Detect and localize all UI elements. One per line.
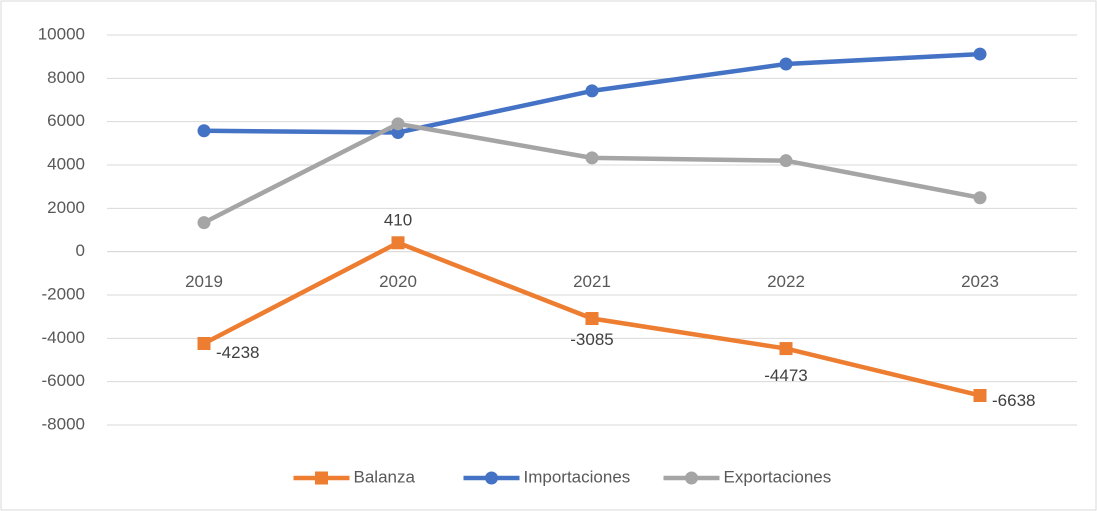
x-tick-label: 2021 [573, 272, 611, 291]
legend-marker [315, 471, 328, 485]
y-tick-label: -2000 [42, 284, 85, 303]
marker [197, 336, 211, 350]
marker [391, 117, 405, 131]
legend-label: Exportaciones [724, 467, 832, 486]
data-label: -4473 [764, 366, 807, 385]
y-tick-label: 8000 [47, 68, 85, 87]
marker [779, 57, 793, 71]
y-tick-label: 6000 [47, 111, 85, 130]
data-label: -4238 [216, 343, 259, 362]
y-tick-label: -6000 [42, 371, 85, 390]
y-tick-label: -4000 [42, 328, 85, 347]
y-tick-label: 0 [76, 241, 85, 260]
series [197, 47, 987, 139]
data-label: 410 [384, 210, 412, 229]
y-tick-label: 4000 [47, 154, 85, 173]
y-tick-label: -8000 [42, 414, 85, 433]
marker [585, 312, 599, 326]
legend-marker [485, 471, 498, 485]
data-label: -6638 [992, 391, 1035, 410]
y-tick-label: 2000 [47, 198, 85, 217]
x-tick-label: 2019 [185, 272, 223, 291]
marker [779, 342, 793, 356]
marker [197, 124, 211, 138]
legend-item: Importaciones [463, 467, 631, 486]
series [197, 236, 987, 402]
marker [197, 216, 211, 230]
series [197, 117, 987, 230]
marker [391, 236, 405, 250]
x-tick-label: 2023 [961, 272, 999, 291]
marker [585, 84, 599, 98]
legend-label: Importaciones [524, 467, 631, 486]
legend-item: Balanza [293, 467, 416, 486]
marker [779, 154, 793, 168]
data-label: -3085 [570, 330, 613, 349]
y-tick-label: 10000 [38, 24, 85, 43]
marker [973, 47, 987, 61]
x-tick-label: 2020 [379, 272, 417, 291]
marker [973, 191, 987, 205]
legend-item: Exportaciones [663, 467, 832, 486]
legend-marker [685, 471, 698, 485]
legend-label: Balanza [354, 467, 416, 486]
x-tick-label: 2022 [767, 272, 805, 291]
marker [973, 388, 987, 402]
marker [585, 151, 599, 165]
